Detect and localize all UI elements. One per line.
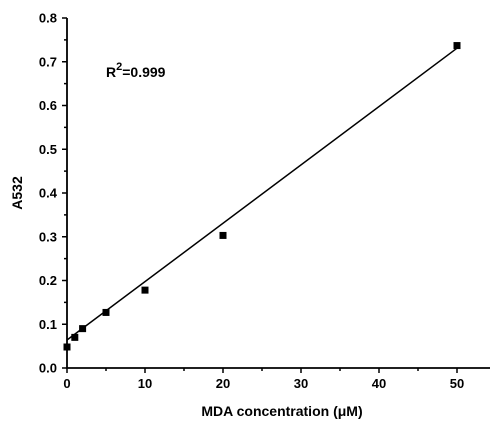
data-point [102, 308, 110, 316]
x-axis-ticks: 0 10 20 30 40 50 [63, 368, 464, 391]
x-tick-label: 40 [372, 376, 386, 391]
data-point [141, 286, 149, 294]
x-tick-label: 30 [294, 376, 308, 391]
r-squared-superscript: 2 [116, 61, 122, 73]
y-tick-label: 0.2 [39, 273, 57, 288]
y-tick-label: 0.1 [39, 317, 57, 332]
x-tick-label: 20 [216, 376, 230, 391]
r-squared-base: R [106, 64, 116, 80]
x-tick-label: 10 [138, 376, 152, 391]
data-point [71, 333, 79, 341]
y-tick-label: 0.8 [39, 11, 57, 26]
x-tick-label: 50 [450, 376, 464, 391]
y-tick-label: 0.3 [39, 229, 57, 244]
y-axis-title: A532 [9, 176, 25, 210]
data-point [453, 42, 461, 50]
y-tick-label: 0.6 [39, 98, 57, 113]
axes-frame [66, 18, 490, 369]
data-points [63, 42, 461, 351]
x-tick-label: 0 [63, 376, 70, 391]
y-tick-label: 0.5 [39, 142, 57, 157]
y-tick-label: 0.4 [39, 186, 58, 201]
fit-line [66, 47, 458, 341]
data-point [79, 325, 87, 333]
y-axis-ticks: 0.0 0.1 0.2 0.3 0.4 0.5 0.6 0.7 0.8 [39, 11, 67, 376]
y-tick-label: 0.7 [39, 54, 57, 69]
y-tick-label: 0.0 [39, 361, 57, 376]
r-squared-annotation: R2=0.999 [106, 61, 166, 80]
data-point [219, 231, 227, 239]
x-axis-title: MDA concentration (μM) [201, 403, 362, 419]
r-squared-value: =0.999 [122, 64, 165, 80]
